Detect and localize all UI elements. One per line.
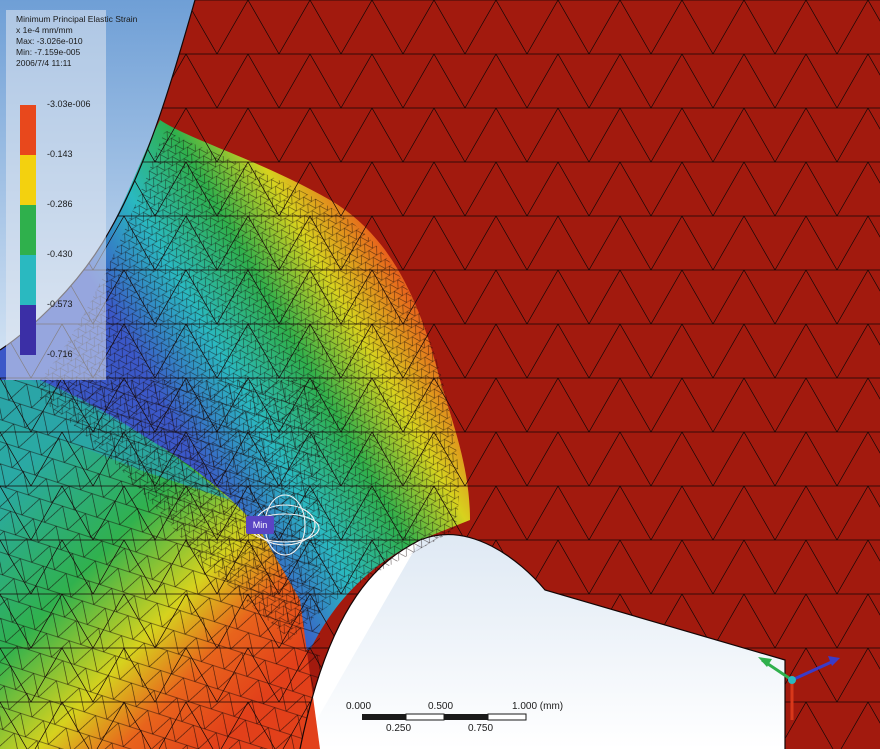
notch-edge <box>299 534 786 749</box>
mid-mesh <box>0 380 320 749</box>
legend-swatch-2 <box>20 155 36 205</box>
scale-label-1000: 1.000 (mm) <box>512 701 564 712</box>
legend-tick-1: -3.03e-006 <box>47 99 91 109</box>
scale-bar <box>362 713 527 721</box>
legend-min: Min: -7.159e-005 <box>16 47 81 57</box>
legend-max: Max: -3.026e-010 <box>16 36 83 46</box>
legend-tick-2: -0.143 <box>47 149 73 159</box>
scale-label-750: 0.750 <box>468 723 494 734</box>
axis-triad[interactable] <box>758 656 840 720</box>
legend-tick-6: -0.716 <box>47 349 73 359</box>
legend-timestamp: 2006/7/4 11:11 <box>16 58 72 68</box>
legend-tick-3: -0.286 <box>47 199 73 209</box>
background-floor <box>300 534 785 749</box>
legend-tick-5: -0.573 <box>47 299 73 309</box>
legend-swatch-4 <box>20 255 36 305</box>
legend-unit: x 1e-4 mm/mm <box>16 25 73 35</box>
min-probe-label[interactable]: Min <box>246 516 274 534</box>
legend-panel: Minimum Principal Elastic Strain x 1e-4 … <box>6 10 137 380</box>
legend-tick-4: -0.430 <box>47 249 73 259</box>
scale-label-250: 0.250 <box>386 723 412 734</box>
legend-title: Minimum Principal Elastic Strain <box>16 14 138 24</box>
legend-swatch-5 <box>20 305 36 355</box>
legend-swatch-3 <box>20 205 36 255</box>
legend-swatch-1 <box>20 105 36 155</box>
scale-label-500: 0.500 <box>428 701 454 712</box>
scale-label-0: 0.000 <box>346 701 372 712</box>
